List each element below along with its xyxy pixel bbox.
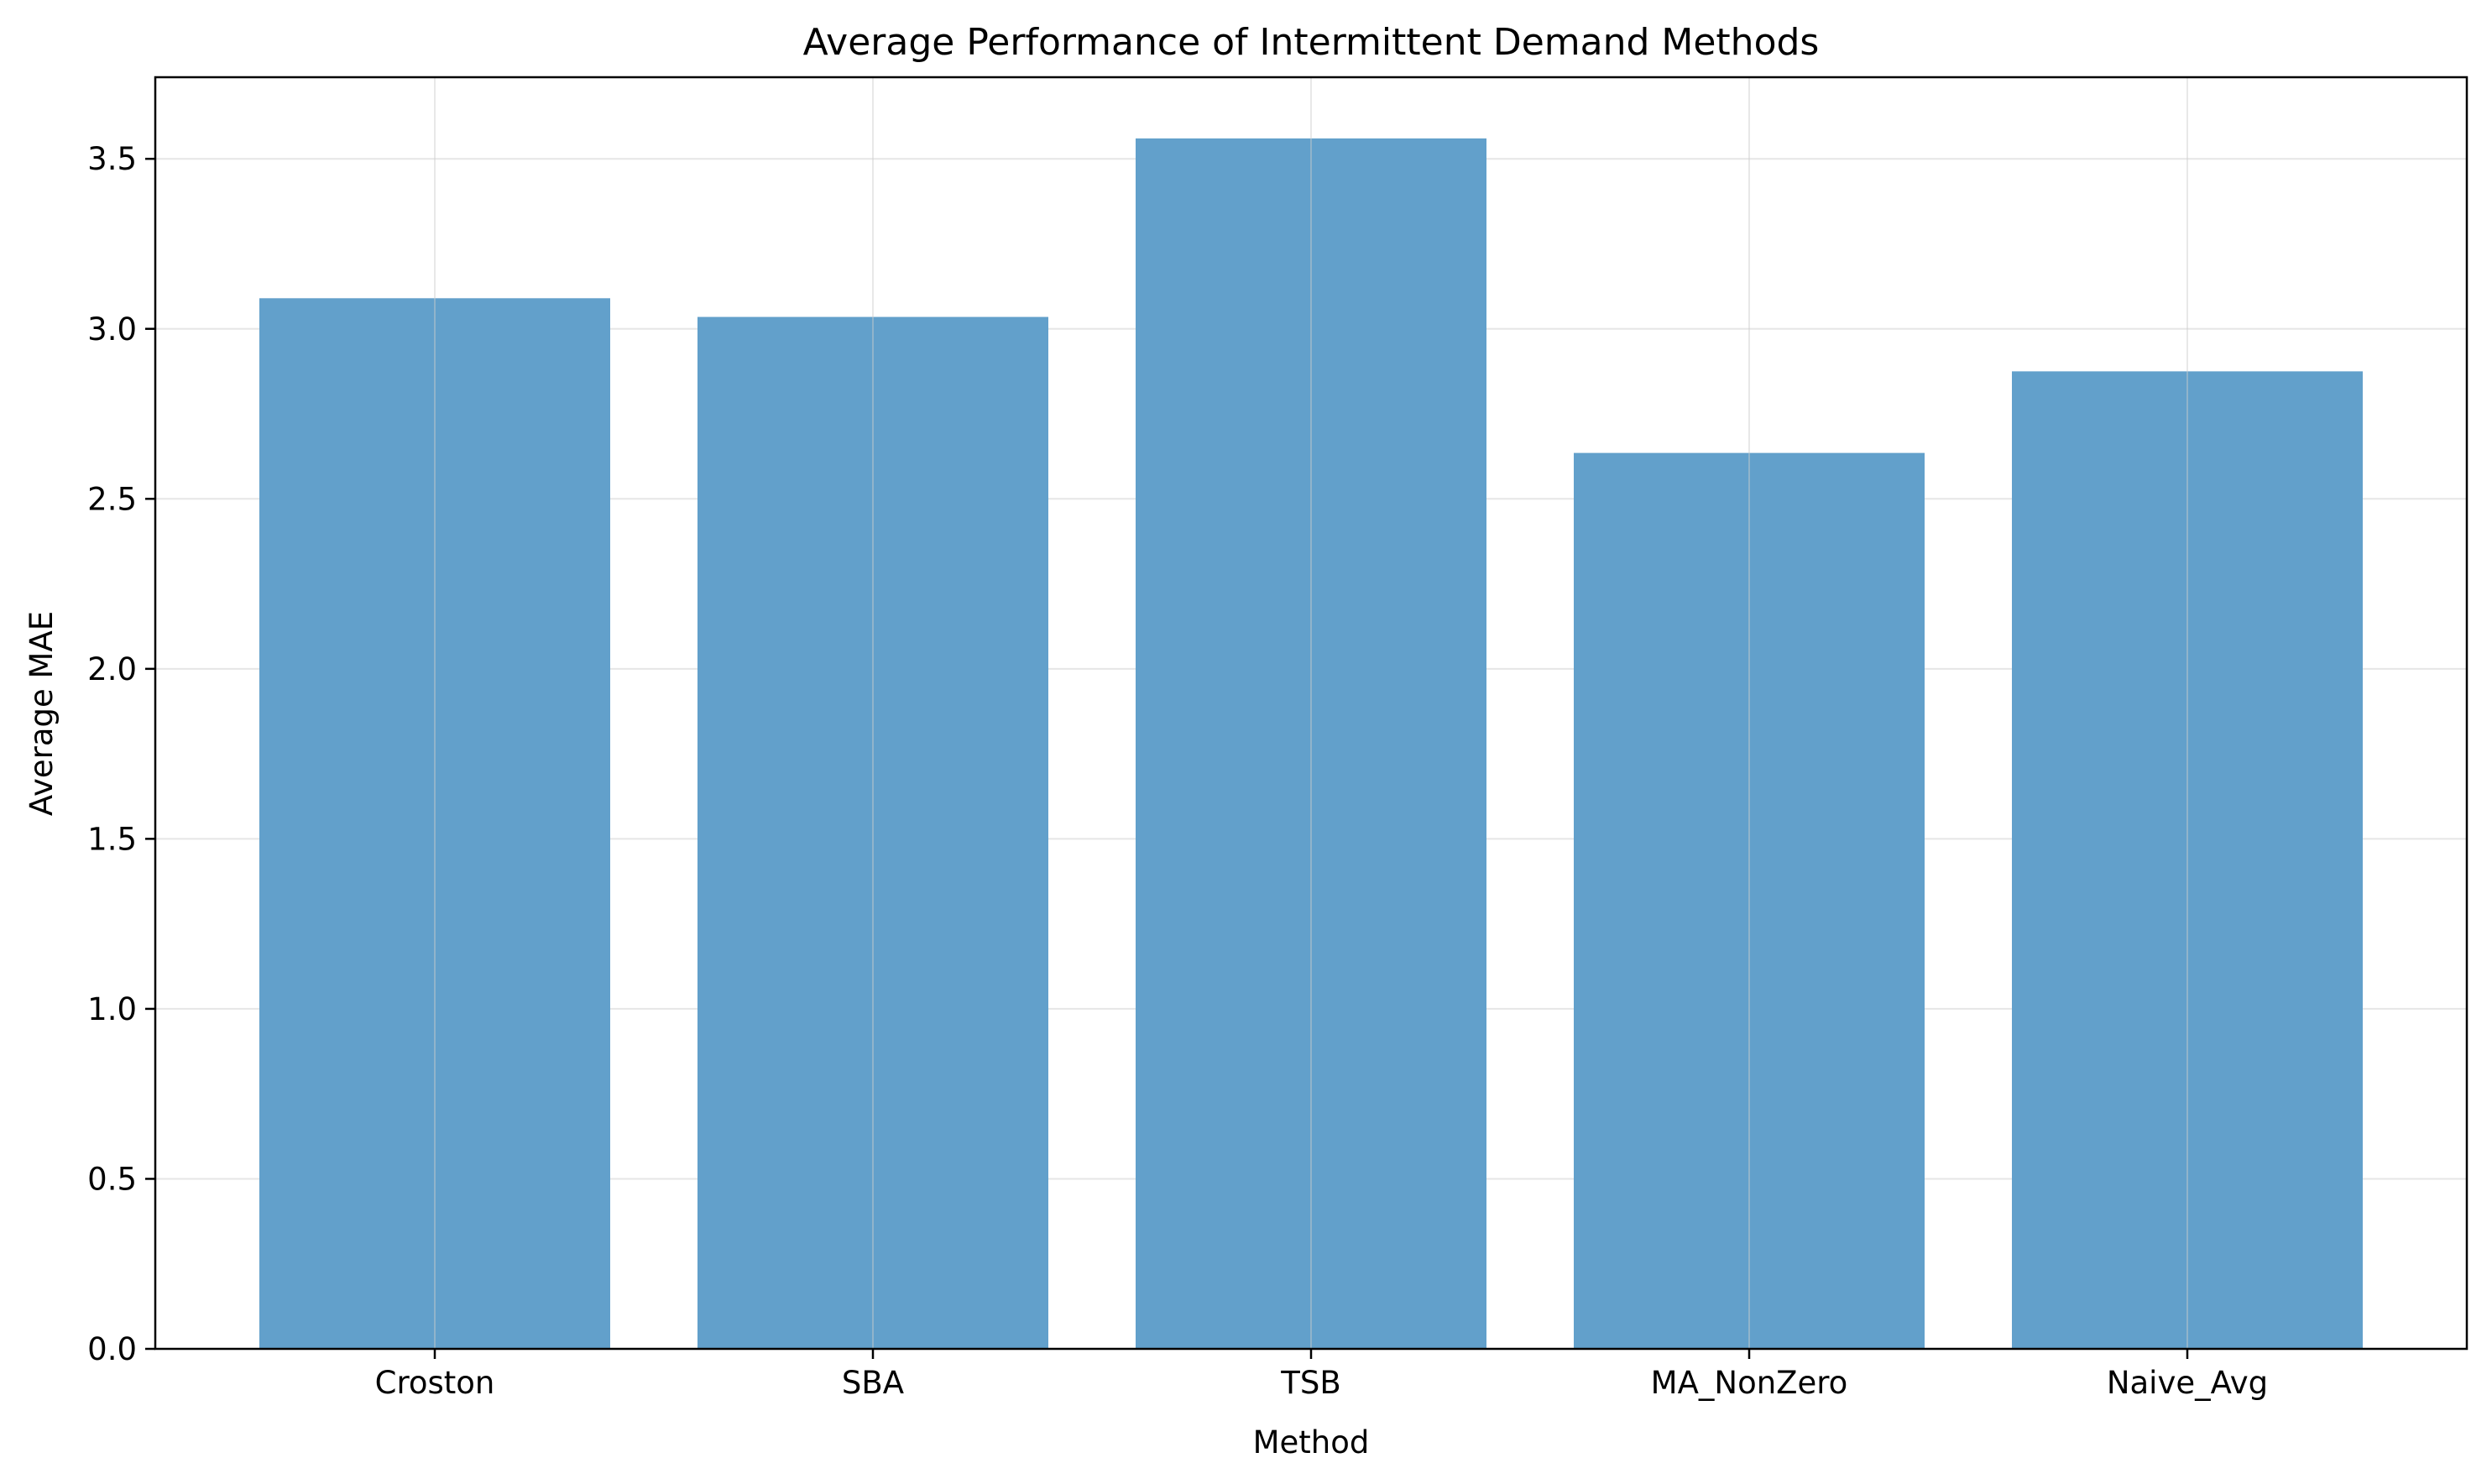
y-tick-label: 3.5 <box>87 141 137 177</box>
y-tick-label: 0.5 <box>87 1161 137 1197</box>
y-axis-label: Average MAE <box>24 611 60 816</box>
chart-title: Average Performance of Intermittent Dema… <box>803 21 1820 64</box>
bar <box>2012 371 2363 1349</box>
x-axis-ticks: Croston SBA TSB MA_NonZero Naive_Avg <box>375 1349 2268 1401</box>
vertical-grid-layer <box>434 77 2188 1349</box>
y-tick-label: 2.5 <box>87 481 137 517</box>
x-tick-label: Croston <box>375 1365 495 1401</box>
x-axis-label: Method <box>1253 1424 1370 1460</box>
bar <box>259 298 610 1349</box>
x-tick-label: MA_NonZero <box>1651 1365 1848 1401</box>
x-tick-label: TSB <box>1280 1365 1340 1401</box>
bar <box>1136 138 1486 1350</box>
y-tick-label: 1.0 <box>87 991 137 1027</box>
y-tick-label: 2.0 <box>87 651 137 687</box>
bar <box>1574 452 1925 1349</box>
y-tick-label: 3.0 <box>87 311 137 347</box>
x-tick-label: SBA <box>842 1365 904 1401</box>
bar <box>697 316 1048 1349</box>
y-tick-label: 0.0 <box>87 1331 137 1367</box>
bars-layer <box>259 138 2363 1350</box>
y-tick-label: 1.5 <box>87 821 137 857</box>
x-tick-label: Naive_Avg <box>2107 1365 2268 1401</box>
y-axis-ticks: 0.0 0.5 1.0 1.5 2.0 2.5 3.0 3.5 <box>87 141 155 1367</box>
